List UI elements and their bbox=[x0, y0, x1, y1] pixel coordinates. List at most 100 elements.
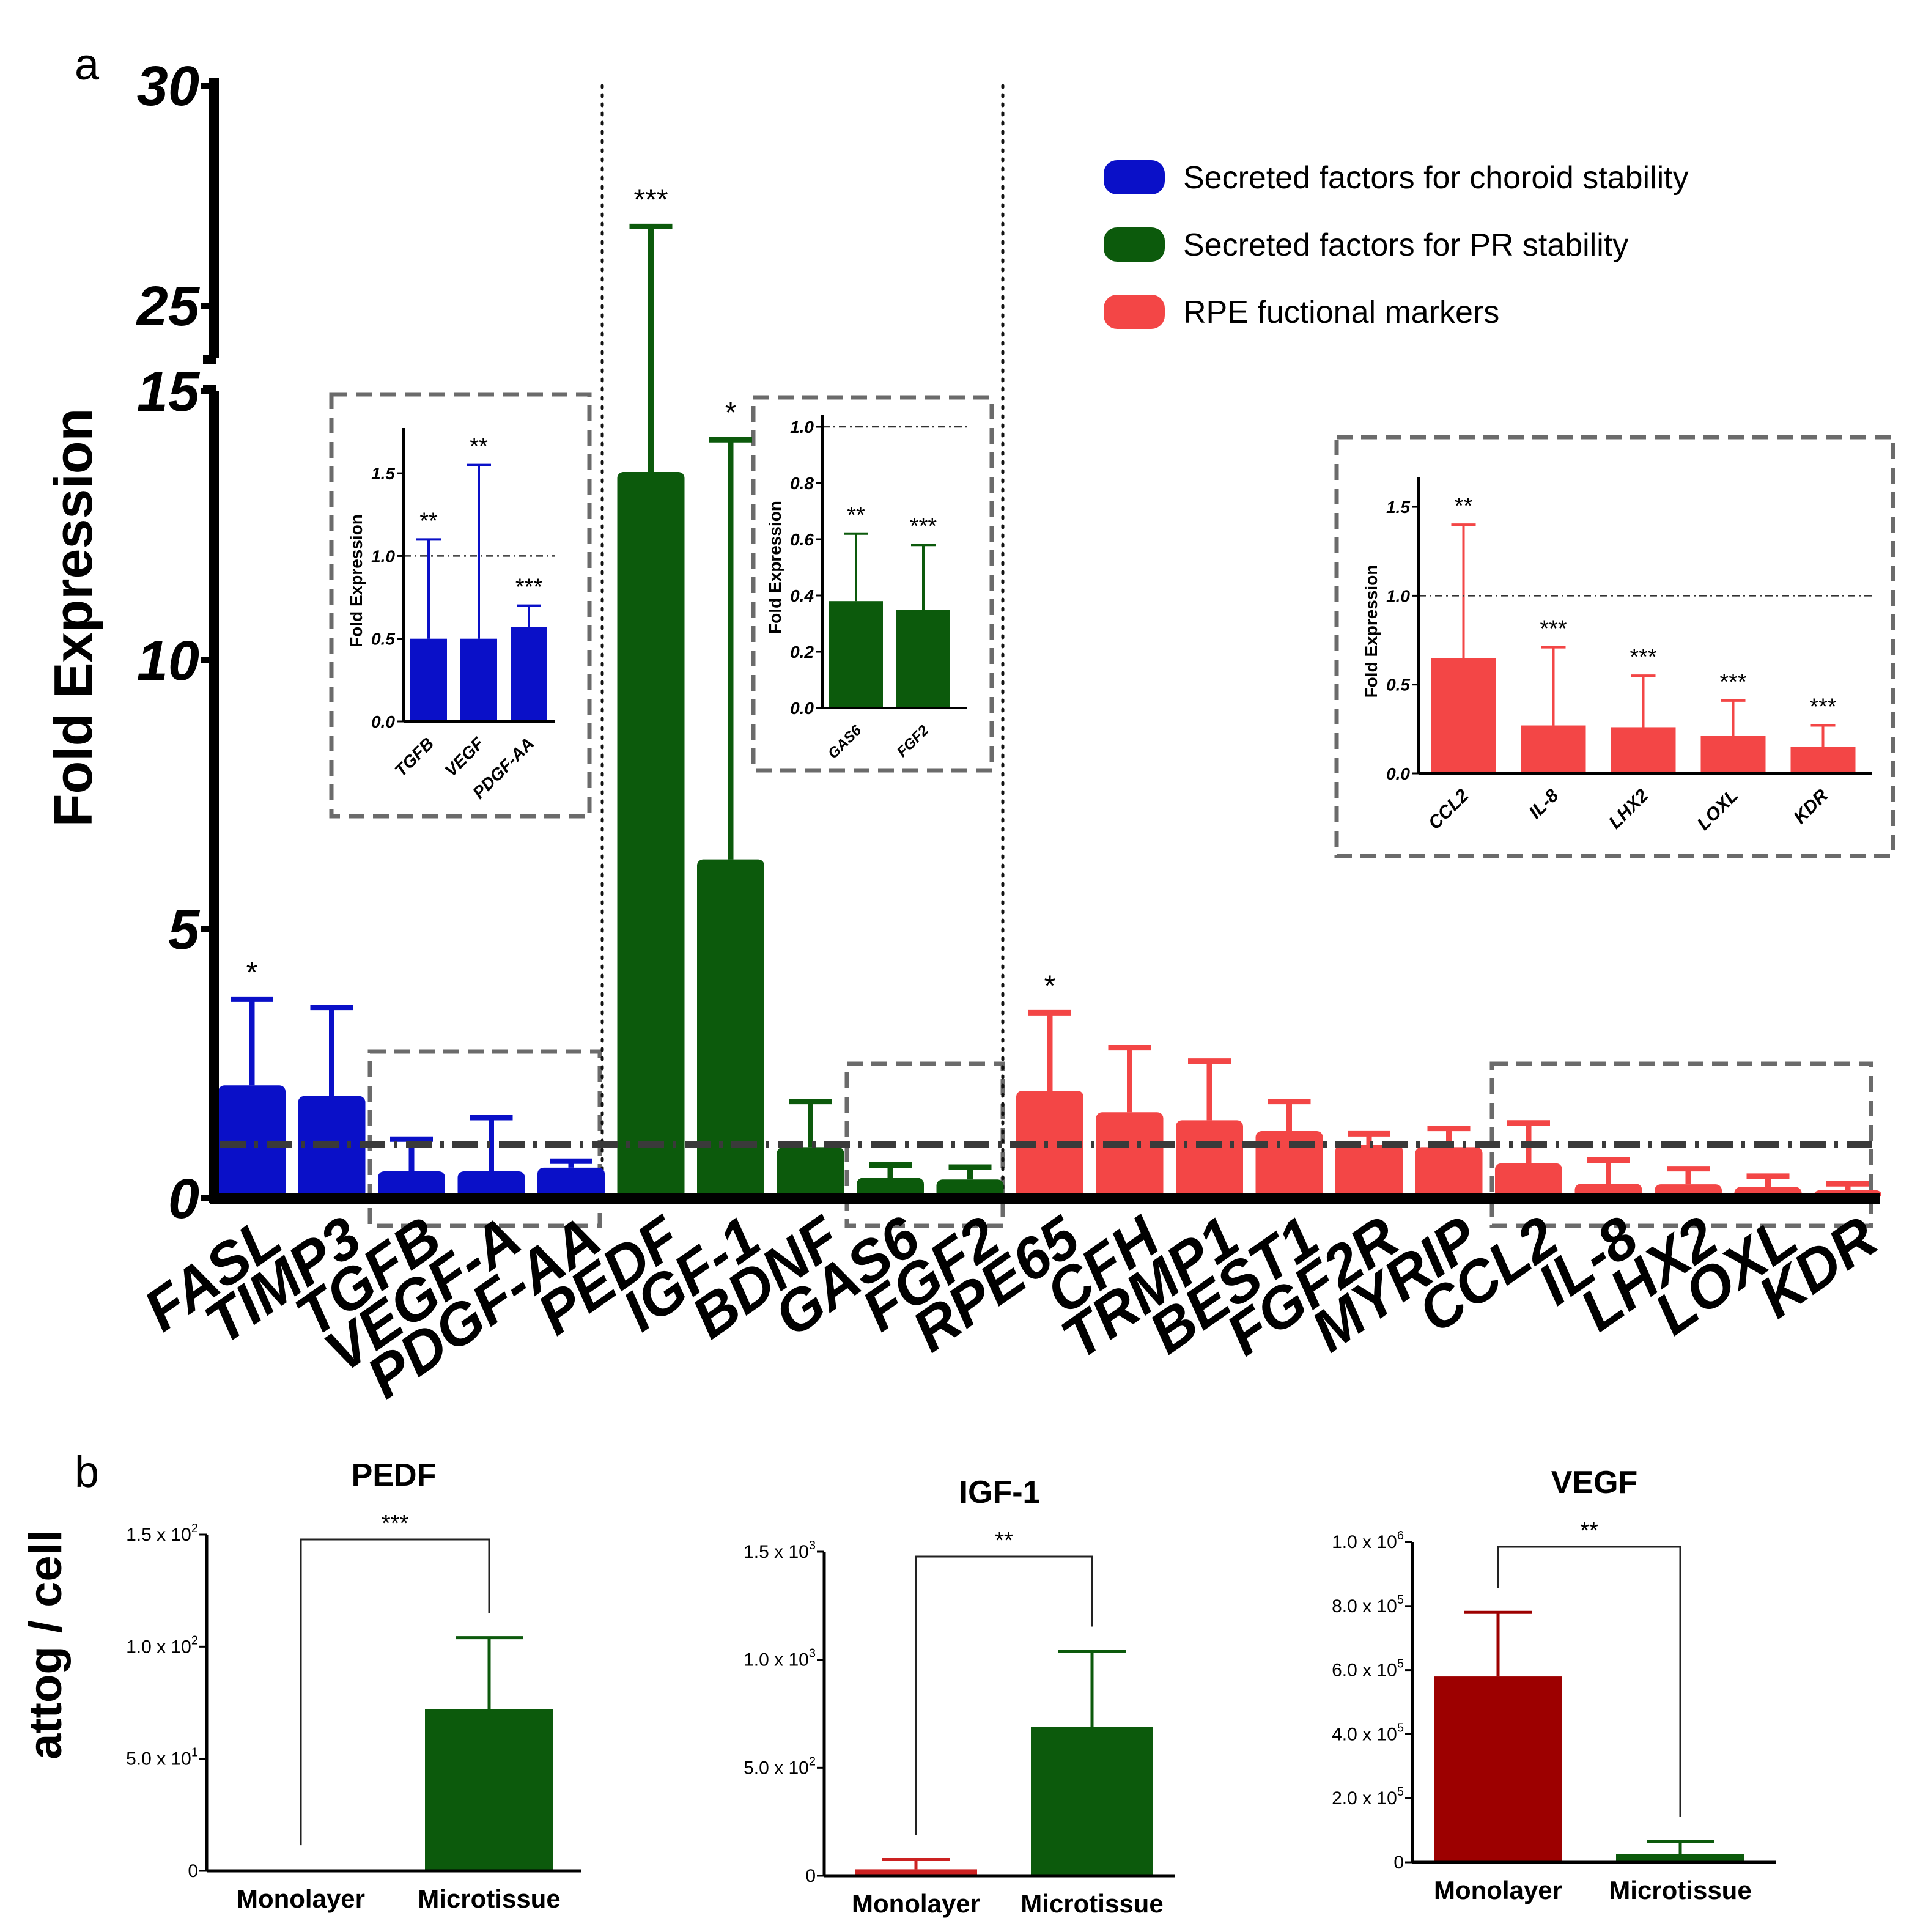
panel-b-y-tick-base: 0 bbox=[805, 1866, 816, 1886]
inset-significance-vegf: ** bbox=[470, 434, 488, 460]
panel-b-title-pedf: PEDF bbox=[352, 1458, 437, 1493]
inset-significance-kdr: *** bbox=[1809, 695, 1837, 720]
panel-b-x-label-microtissue: Microtissue bbox=[1021, 1889, 1163, 1918]
inset-y-tick-label: 0.0 bbox=[790, 699, 814, 718]
y-tick-label-0: 0 bbox=[168, 1168, 199, 1230]
bar-cfh bbox=[1096, 1112, 1164, 1198]
bar-rpe65 bbox=[1016, 1091, 1083, 1198]
panel-b-y-tick-exponent: 3 bbox=[809, 1539, 816, 1552]
inset-x-label-tgfb: TGFB bbox=[391, 734, 437, 780]
panel-b-x-label-monolayer: Monolayer bbox=[237, 1884, 365, 1913]
inset-bar-ccl2 bbox=[1431, 658, 1496, 773]
inset-y-tick-label: 0.5 bbox=[1386, 676, 1410, 695]
panel-b-y-tick-label: 0 bbox=[1393, 1853, 1404, 1873]
inset-frame-1 bbox=[367, 1049, 602, 1228]
panel-b-y-tick-base: 8.0 x 10 bbox=[1332, 1596, 1397, 1617]
inset-bar-lhx2 bbox=[1611, 727, 1676, 773]
panel-b-significance: ** bbox=[1580, 1518, 1598, 1544]
inset-significance-fgf2: *** bbox=[910, 514, 937, 539]
inset-y-tick-label: 0.8 bbox=[790, 474, 814, 493]
inset-y-tick-label: 0.0 bbox=[371, 712, 395, 731]
y-axis-title: Fold Expression bbox=[43, 408, 103, 827]
panel-b-label: b bbox=[75, 1448, 99, 1497]
panel-b-bar-microtissue bbox=[425, 1709, 553, 1871]
legend-swatch-1 bbox=[1104, 160, 1165, 194]
bar-myrip bbox=[1415, 1147, 1483, 1198]
inset-y-title: Fold Expression bbox=[1362, 565, 1381, 698]
panel-b-y-tick-label: 1.5 x 103 bbox=[744, 1539, 816, 1562]
panel-b-y-tick-label: 4.0 x 105 bbox=[1332, 1721, 1404, 1744]
panel-b-bar-monolayer bbox=[855, 1869, 977, 1876]
panel-b-y-tick-base: 1.0 x 10 bbox=[126, 1637, 191, 1657]
inset-frame-6 bbox=[1334, 435, 1895, 858]
panel-b-y-tick-exponent: 5 bbox=[1397, 1593, 1404, 1607]
panel-b-y-tick-base: 1.5 x 10 bbox=[744, 1542, 809, 1562]
inset-y-tick-label: 1.5 bbox=[1386, 498, 1410, 517]
inset-bar-il-8 bbox=[1521, 725, 1586, 773]
inset-bar-pdgf-aa bbox=[511, 627, 547, 721]
panel-b-y-tick-label: 5.0 x 101 bbox=[126, 1746, 198, 1769]
panel-b-significance-bracket bbox=[1497, 1546, 1681, 1817]
panel-b-y-tick-exponent: 2 bbox=[191, 1522, 198, 1535]
y-tick-label-30: 30 bbox=[137, 55, 199, 117]
inset-bar-gas6 bbox=[829, 601, 883, 708]
panel-b-y-tick-base: 1.5 x 10 bbox=[126, 1525, 191, 1545]
bar-fgf2r bbox=[1335, 1145, 1403, 1198]
inset-significance-pdgf-aa: *** bbox=[515, 575, 543, 600]
inset-bar-fgf2 bbox=[896, 610, 950, 708]
legend-swatch-3 bbox=[1104, 295, 1165, 329]
panel-b-title-igf-1: IGF-1 bbox=[959, 1475, 1041, 1510]
panel-b-y-tick-base: 2.0 x 10 bbox=[1332, 1788, 1397, 1808]
panel-b-y-tick-exponent: 6 bbox=[1397, 1529, 1404, 1543]
bar-pdgf-aa bbox=[537, 1167, 605, 1198]
inset-significance-loxl: *** bbox=[1719, 669, 1747, 695]
panel-b-y-tick-base: 0 bbox=[188, 1861, 198, 1881]
panel-b-y-tick-label: 1.5 x 102 bbox=[126, 1522, 198, 1545]
y-tick-label-10: 10 bbox=[137, 630, 199, 692]
inset-bar-kdr bbox=[1790, 747, 1856, 773]
inset-x-label-loxl: LOXL bbox=[1694, 786, 1743, 835]
inset-frame-5 bbox=[751, 395, 994, 773]
inset-significance-ccl2: ** bbox=[1455, 493, 1473, 519]
inset-x-label-fgf2: FGF2 bbox=[894, 722, 932, 761]
inset-bar-loxl bbox=[1700, 736, 1766, 773]
inset-frames bbox=[329, 392, 1895, 1228]
inset-bar-tgfb bbox=[410, 638, 447, 721]
panel-b-y-tick-exponent: 3 bbox=[809, 1647, 816, 1661]
panel-b-y-tick-label: 1.0 x 106 bbox=[1332, 1529, 1404, 1552]
panel-b-x-label-microtissue: Microtissue bbox=[1609, 1876, 1751, 1904]
panel-b-y-tick-exponent: 5 bbox=[1397, 1657, 1404, 1671]
significance-rpe65: * bbox=[1044, 970, 1056, 1002]
inset-inset_green: ** GAS6 *** FGF2 0.0 0.2 0.4 0.6 0.8 1.0 Fold Expr… bbox=[766, 415, 967, 762]
panel-b-y-tick-base: 5.0 x 10 bbox=[126, 1749, 191, 1769]
bar-pedf bbox=[617, 472, 685, 1198]
inset-x-label-gas6: GAS6 bbox=[825, 722, 865, 762]
panel-b-bar-monolayer bbox=[1434, 1676, 1562, 1862]
panel-b-y-tick-base: 1.0 x 10 bbox=[1332, 1532, 1397, 1552]
panel-b-b_igf1: IGF-1 Monolayer Microtissue ** 0 5.0 x 102 1.0… bbox=[744, 1475, 1175, 1918]
panel-b-y-tick-label: 0 bbox=[805, 1866, 816, 1886]
bar-bdnf bbox=[777, 1147, 844, 1198]
inset-significance-gas6: ** bbox=[847, 503, 865, 528]
legend-label-3: RPE fuctional markers bbox=[1183, 295, 1499, 330]
panel-b-significance: *** bbox=[382, 1511, 409, 1536]
inset-frame-2 bbox=[844, 1061, 1005, 1228]
panel-b-y-tick-exponent: 2 bbox=[191, 1634, 198, 1647]
panel-b-x-label-monolayer: Monolayer bbox=[852, 1889, 980, 1918]
inset-y-tick-label: 1.5 bbox=[371, 464, 395, 483]
bar-tgfb bbox=[378, 1171, 445, 1198]
panel-b-bar-microtissue bbox=[1616, 1854, 1744, 1862]
panel-b-x-label-monolayer: Monolayer bbox=[1434, 1876, 1562, 1904]
inset-x-label-vegf: VEGF bbox=[441, 734, 487, 780]
inset-y-tick-label: 1.0 bbox=[1386, 586, 1410, 605]
inset-bar-vegf bbox=[460, 638, 497, 721]
panel-b-y-tick-base: 1.0 x 10 bbox=[744, 1650, 809, 1670]
legend-label-1: Secreted factors for choroid stability bbox=[1183, 160, 1689, 196]
bar-igf-1 bbox=[697, 859, 764, 1198]
panel-b-y-tick-base: 5.0 x 10 bbox=[744, 1758, 809, 1778]
inset-y-tick-label: 0.0 bbox=[1386, 764, 1410, 783]
bar-trmp1 bbox=[1176, 1120, 1243, 1198]
